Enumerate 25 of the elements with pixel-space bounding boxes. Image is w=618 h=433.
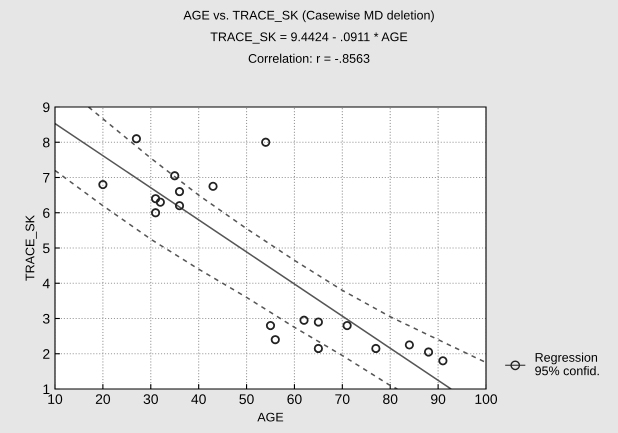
y-tick-label: 9 <box>43 102 50 112</box>
x-tick-label: 50 <box>239 394 254 404</box>
y-tick-label: 2 <box>43 349 50 359</box>
x-tick-label: 90 <box>431 394 446 404</box>
legend-label: Regression 95% confid. <box>535 352 599 376</box>
x-tick-label: 40 <box>191 394 206 404</box>
chart-subtitle: TRACE_SK = 9.4424 - .0911 * AGE <box>210 32 408 44</box>
x-axis-title: AGE <box>257 412 284 422</box>
x-tick-label: 60 <box>287 394 302 404</box>
y-tick-label: 6 <box>43 208 50 218</box>
x-tick-label: 10 <box>48 394 62 404</box>
y-tick-label: 4 <box>42 278 50 288</box>
y-tick-label: 7 <box>43 172 50 183</box>
x-tick-label: 30 <box>144 394 158 404</box>
x-tick-label: 70 <box>335 394 350 404</box>
y-tick-label: 1 <box>43 384 50 394</box>
x-tick-label: 20 <box>96 394 110 404</box>
text: Correlation: r = -.8563 <box>248 54 370 63</box>
x-tick-label: 100 <box>475 394 498 404</box>
y-axis-title: TRACE_SK <box>26 215 37 281</box>
x-tick-label: 80 <box>383 394 398 404</box>
chart-title: AGE vs. TRACE_SK (Casewise MD deletion) <box>183 10 434 22</box>
y-tick-label: 5 <box>42 243 50 254</box>
y-tick-label: 8 <box>43 138 50 148</box>
y-tick-label: 3 <box>42 314 50 324</box>
